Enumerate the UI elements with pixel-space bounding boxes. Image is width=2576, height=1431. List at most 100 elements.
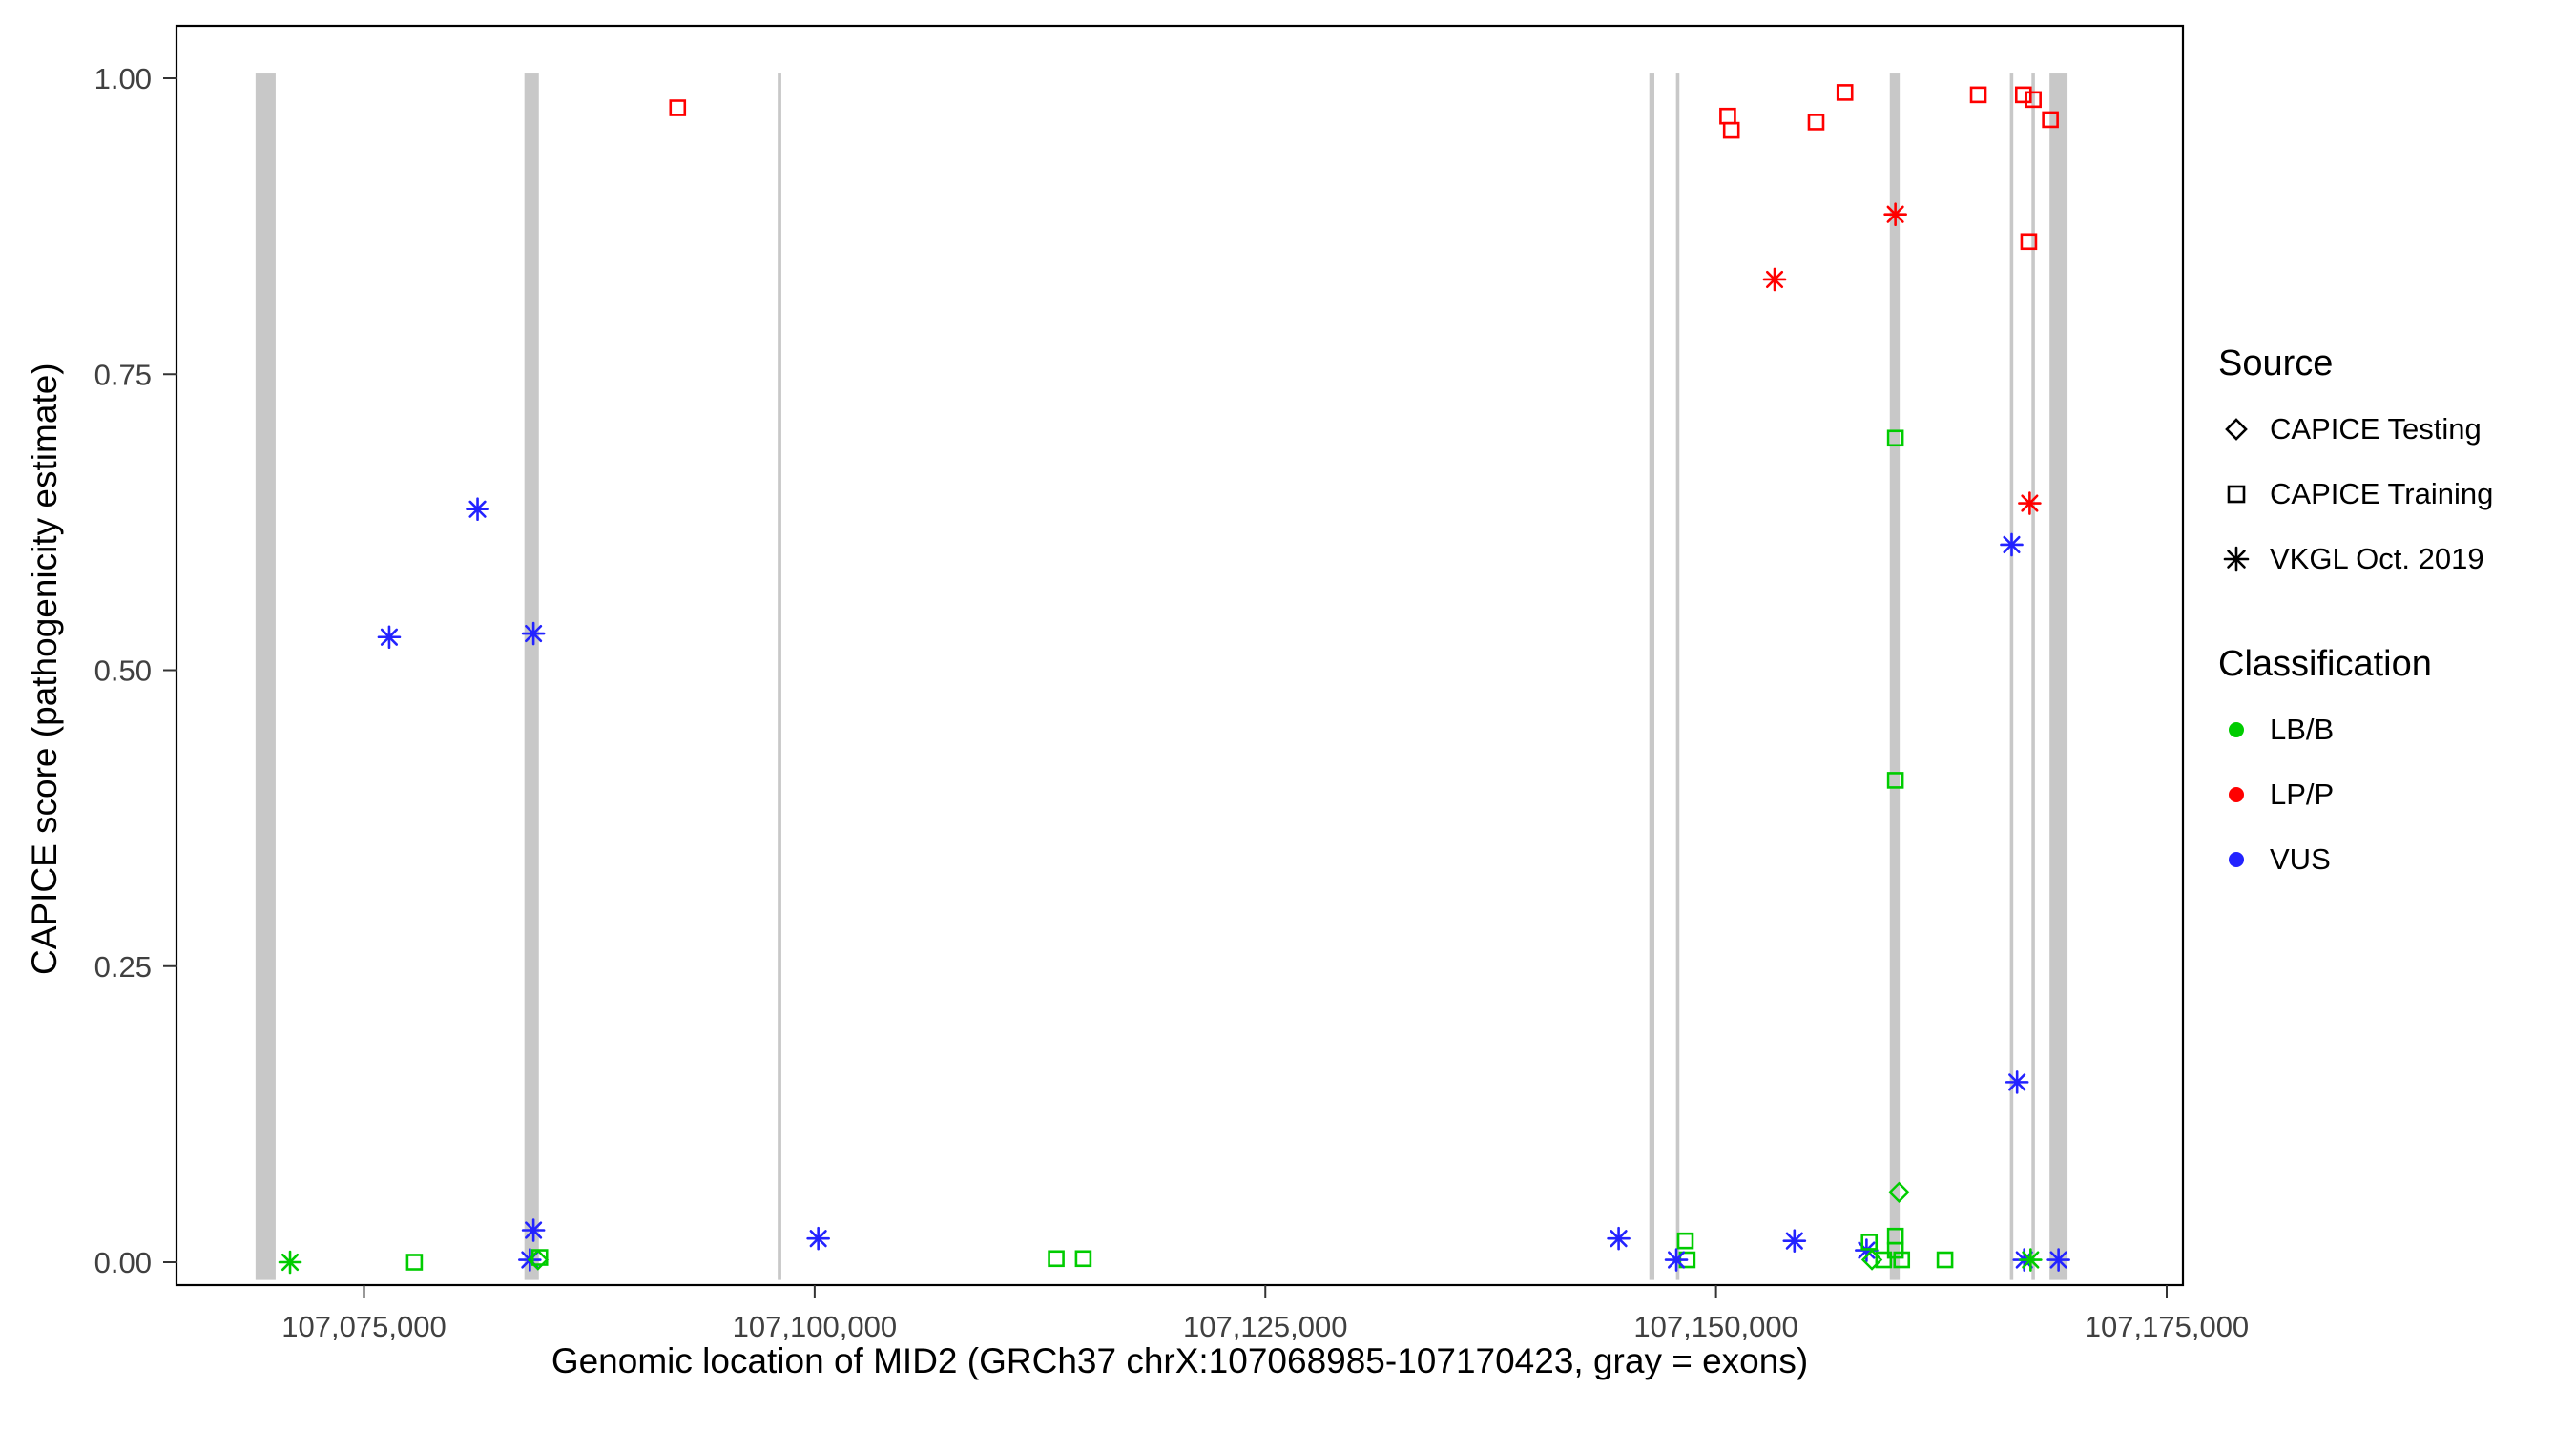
data-point-diamond — [1860, 1249, 1883, 1271]
legend-item-lpp: LP/P — [2218, 777, 2493, 813]
asterisk-icon — [2223, 546, 2250, 572]
asterisk-arm — [2022, 1251, 2040, 1269]
legend-item-label: CAPICE Testing — [2270, 412, 2482, 446]
data-point-asterisk — [2018, 491, 2042, 515]
data-point-asterisk — [466, 497, 489, 522]
data-point-square — [1676, 1232, 1694, 1250]
legend-item-lbb: LB/B — [2218, 712, 2493, 748]
asterisk-arm — [2003, 535, 2021, 554]
legend-item-label: VKGL Oct. 2019 — [2270, 542, 2484, 575]
data-point-asterisk — [278, 1250, 302, 1275]
data-point-asterisk — [1883, 202, 1907, 227]
exon-bar — [2049, 73, 2068, 1280]
data-point-asterisk — [1762, 267, 1787, 292]
y-tick-label: 0.25 — [94, 950, 152, 984]
asterisk-arm — [1610, 1230, 1628, 1248]
data-point-square — [1936, 1251, 1954, 1269]
data-point-asterisk — [521, 621, 546, 646]
exon-bar — [524, 73, 539, 1280]
y-tick-label: 0.50 — [94, 654, 152, 688]
exon-bar — [1675, 73, 1680, 1280]
asterisk-arm — [2021, 494, 2039, 512]
exon-bar — [2031, 73, 2035, 1280]
data-point-square — [1719, 107, 1736, 125]
data-point-asterisk — [1782, 1229, 1807, 1253]
blue-dot-icon — [2229, 852, 2244, 867]
data-point-square — [1893, 1251, 1911, 1269]
green-dot-icon — [2229, 722, 2244, 737]
legend-classification-title: Classification — [2218, 644, 2432, 684]
legend-source-title: Source — [2218, 343, 2334, 384]
asterisk-arm — [1785, 1232, 1803, 1250]
exon-bar — [1889, 73, 1901, 1280]
legend-source-block: Source CAPICE Testing CAPICE Training — [2218, 343, 2493, 577]
data-point-asterisk — [2000, 532, 2024, 557]
data-point-square — [2020, 233, 2038, 251]
data-point-asterisk — [2019, 1248, 2043, 1272]
data-point-square — [2025, 91, 2042, 109]
legend-item-label: LP/P — [2270, 778, 2335, 811]
asterisk-arm — [2008, 1073, 2026, 1091]
exon-bar — [1649, 73, 1655, 1280]
legend: Source CAPICE Testing CAPICE Training — [2218, 343, 2493, 944]
asterisk-arm — [2049, 1251, 2067, 1269]
data-point-asterisk — [806, 1226, 830, 1251]
asterisk-arm — [809, 1230, 827, 1248]
data-point-asterisk — [1607, 1226, 1631, 1251]
y-axis-title: CAPICE score (pathogenicity estimate) — [25, 363, 64, 975]
data-point-asterisk — [2046, 1248, 2070, 1272]
asterisk-arm — [468, 500, 487, 518]
data-point-square — [1886, 772, 1904, 789]
diamond-icon — [2225, 418, 2248, 441]
x-tick-label: 107,100,000 — [733, 1310, 897, 1343]
data-point-square — [1722, 121, 1740, 139]
asterisk-arm — [1765, 270, 1784, 289]
legend-item-label: VUS — [2270, 842, 2331, 876]
data-point-asterisk — [2005, 1070, 2029, 1094]
legend-item-vus: VUS — [2218, 841, 2493, 878]
exon-bar — [255, 73, 276, 1280]
y-tick-label: 0.00 — [94, 1246, 152, 1279]
data-point-square — [1875, 1251, 1893, 1269]
data-point-asterisk — [521, 1218, 546, 1242]
asterisk-arm — [525, 1221, 543, 1239]
legend-item-capice-training: CAPICE Training — [2218, 476, 2493, 512]
data-point-square — [1048, 1250, 1065, 1268]
exon-bar — [2009, 73, 2014, 1280]
exon-bar — [778, 73, 781, 1280]
data-point-square — [1074, 1250, 1092, 1268]
x-tick-label: 107,150,000 — [1633, 1310, 1797, 1343]
red-dot-icon — [2229, 787, 2244, 802]
x-tick-label: 107,075,000 — [281, 1310, 446, 1343]
data-point-square — [2014, 86, 2032, 104]
x-tick-label: 107,125,000 — [1183, 1310, 1347, 1343]
legend-item-capice-testing: CAPICE Testing — [2218, 411, 2493, 447]
x-axis-title: Genomic location of MID2 (GRCh37 chrX:10… — [551, 1341, 1809, 1380]
data-point-asterisk — [377, 625, 402, 650]
legend-item-vkgl: VKGL Oct. 2019 — [2218, 541, 2493, 577]
data-point-square — [530, 1249, 549, 1266]
square-icon — [2227, 485, 2246, 504]
legend-classification-block: Classification LB/B LP/P VUS — [2218, 644, 2493, 878]
asterisk-arm — [380, 628, 399, 646]
y-tick-label: 1.00 — [94, 62, 152, 95]
panel-border — [175, 24, 2185, 1287]
asterisk-arm — [280, 1253, 300, 1272]
asterisk-arm — [525, 624, 543, 643]
asterisk-arm — [1667, 1251, 1686, 1269]
data-point-square — [2042, 111, 2059, 129]
legend-item-label: CAPICE Training — [2270, 477, 2494, 510]
y-tick-label: 0.75 — [94, 358, 152, 391]
data-point-diamond — [1888, 1181, 1910, 1203]
data-point-square — [1836, 84, 1854, 101]
asterisk-arm — [1886, 205, 1904, 223]
data-point-square — [1886, 429, 1904, 447]
data-point-square — [405, 1254, 424, 1271]
data-point-square — [669, 99, 687, 116]
data-point-asterisk — [1664, 1248, 1689, 1272]
data-point-square — [1969, 86, 1987, 104]
data-point-square — [1860, 1234, 1879, 1251]
data-point-square — [1807, 114, 1825, 131]
